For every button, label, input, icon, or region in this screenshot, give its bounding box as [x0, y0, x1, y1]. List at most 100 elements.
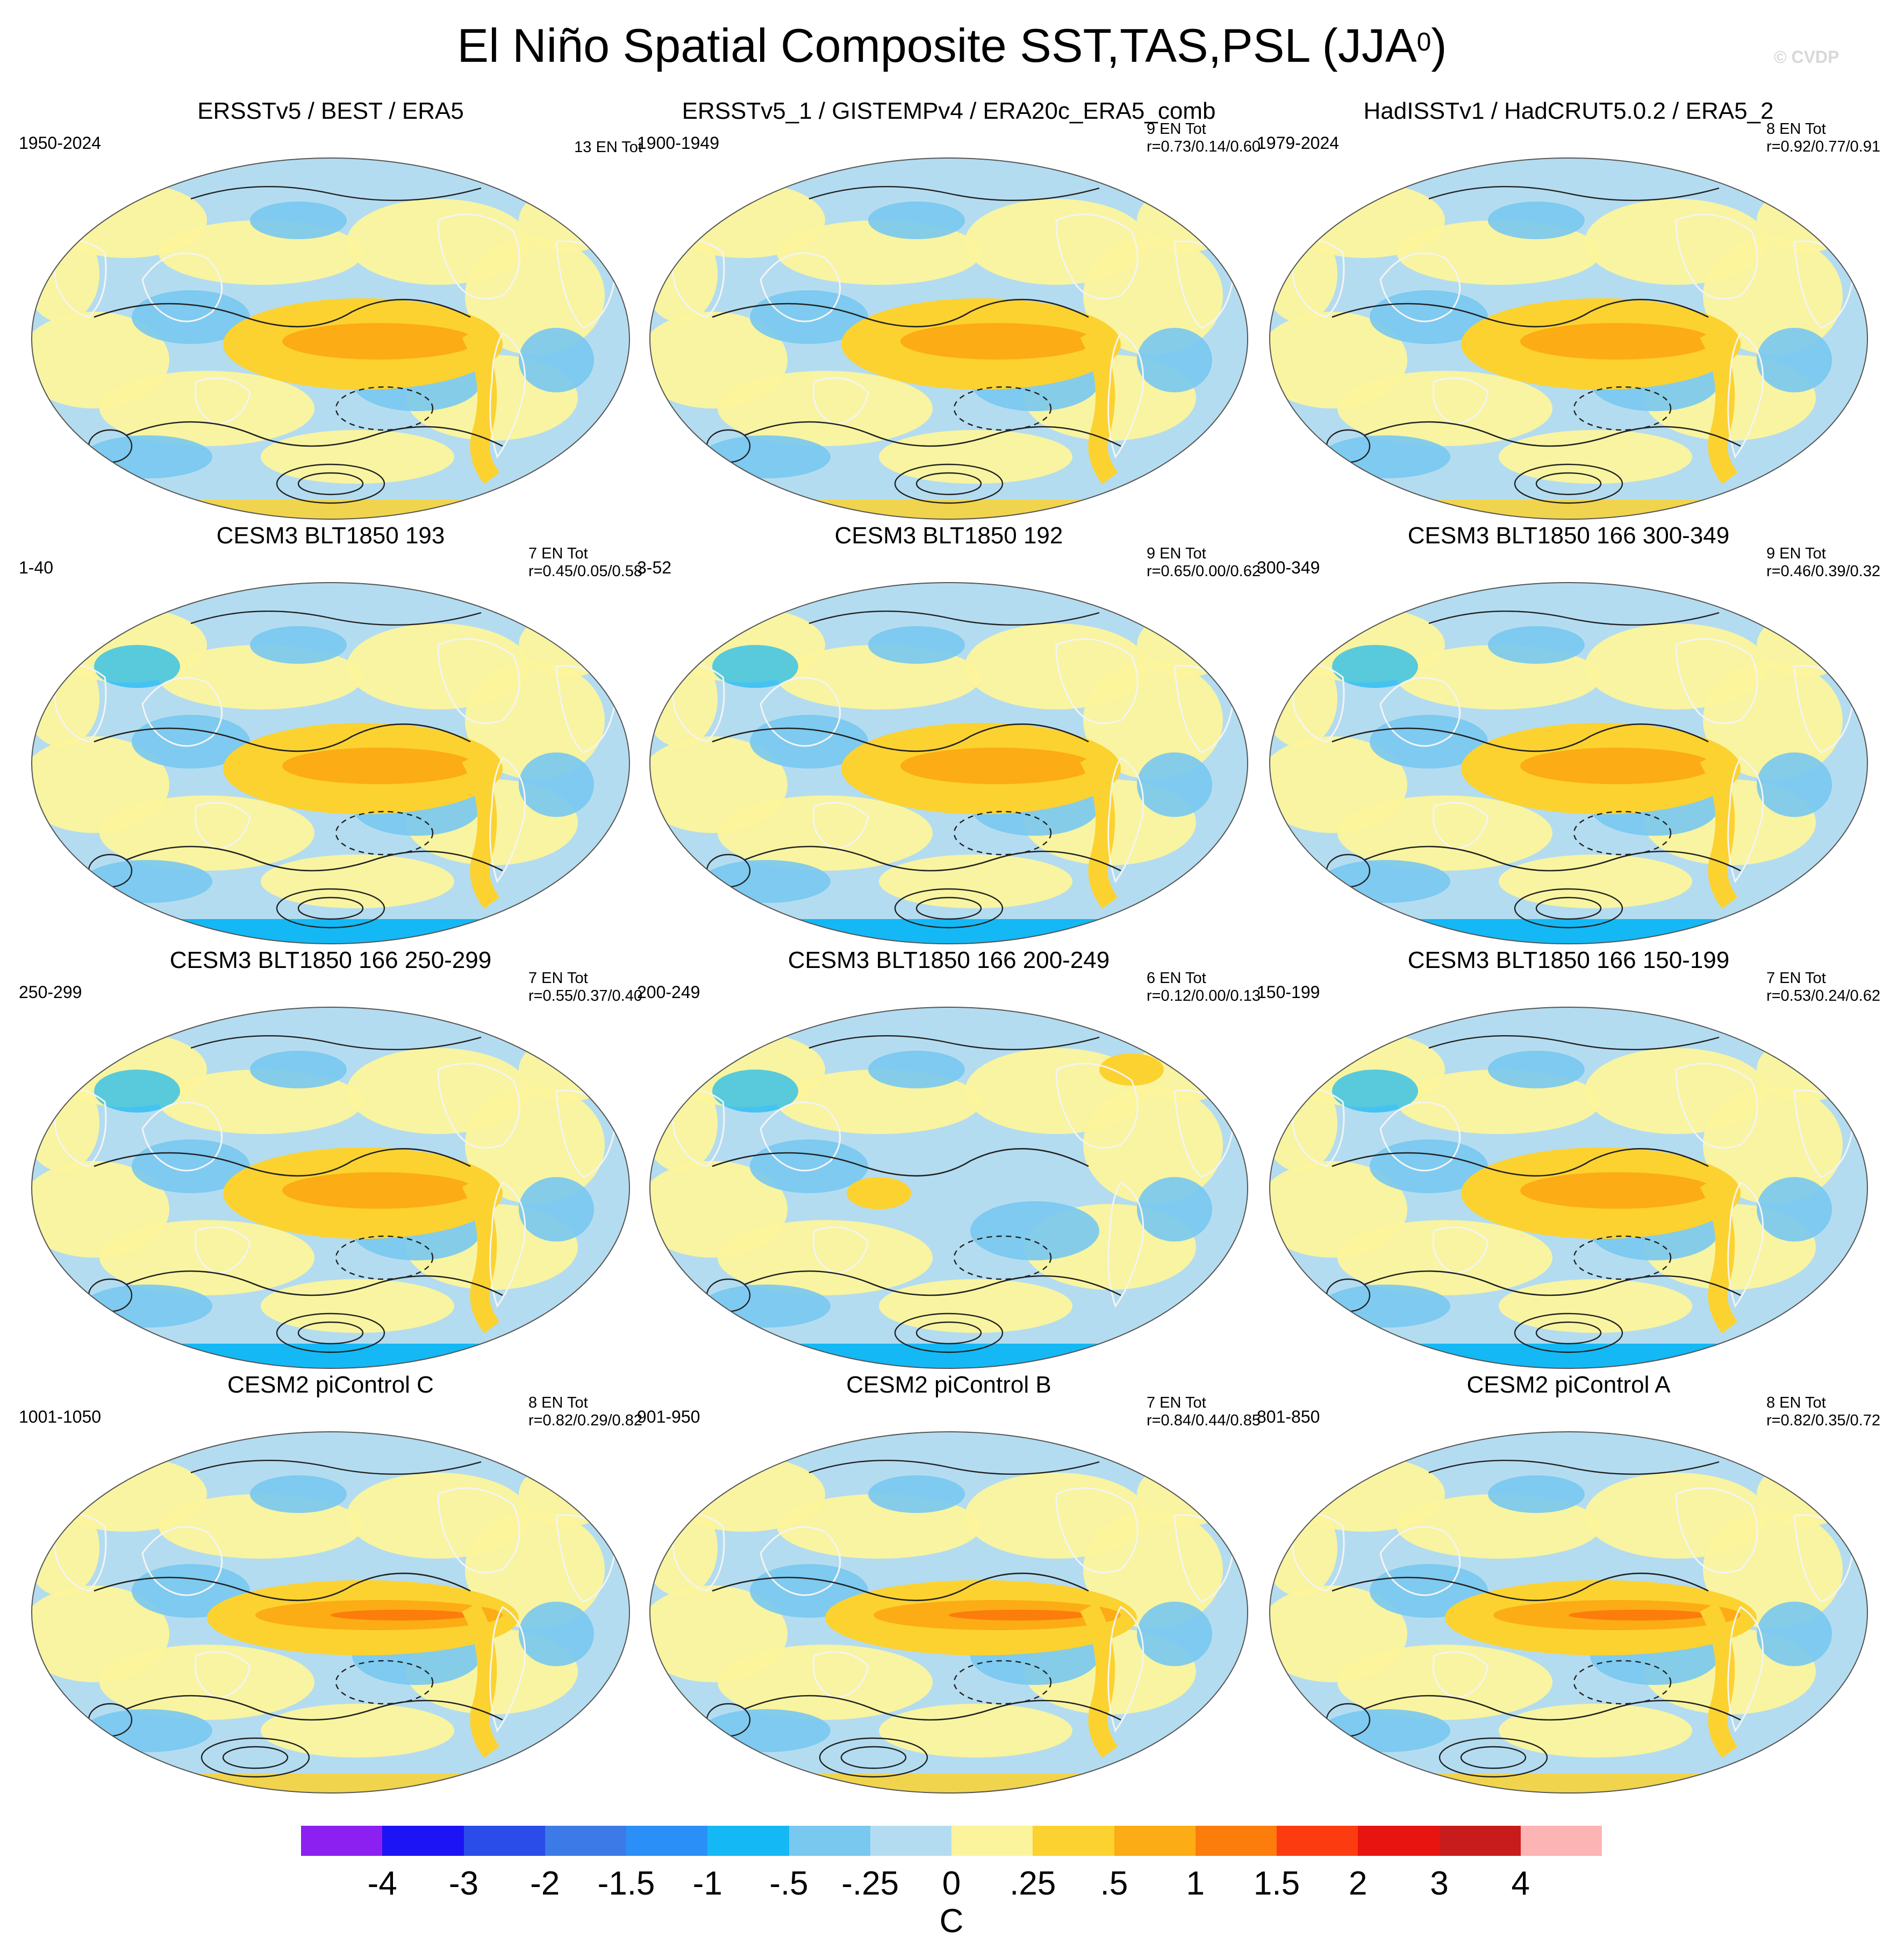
warm-anomaly-patch — [465, 1510, 605, 1629]
pattern-correlation: r=0.82/0.29/0.82 — [528, 1412, 642, 1429]
slp-contour — [1535, 1321, 1602, 1345]
cool-anomaly-patch — [1757, 328, 1832, 392]
coastline — [1379, 1101, 1461, 1172]
map-panel: ERSSTv5_1 / GISTEMPv4 / ERA20c_ERA5_comb… — [632, 97, 1266, 521]
warm-anomaly-patch — [1337, 795, 1552, 871]
colorbar — [301, 1826, 1602, 1856]
panel-title: CESM2 piControl B — [846, 1372, 1051, 1398]
coastline — [437, 213, 520, 300]
slp-contour — [190, 185, 482, 202]
cool-anomaly-patch — [519, 752, 594, 817]
slp-contour — [126, 421, 503, 447]
cool-anomaly-patch — [1321, 435, 1450, 478]
warm-anomaly-patch — [879, 1279, 1072, 1333]
slp-contour — [840, 1746, 907, 1769]
coastline — [437, 1487, 520, 1574]
cool-anomaly-patch — [702, 435, 831, 478]
warm-anomaly-patch — [1703, 1510, 1843, 1629]
slp-contour — [1428, 610, 1720, 626]
composite-map — [1268, 1005, 1870, 1371]
warm-anomaly-patch — [1337, 371, 1552, 446]
slp-contour — [808, 1459, 1100, 1475]
coastline — [489, 332, 526, 459]
panel-title: ERSSTv5_1 / GISTEMPv4 / ERA20c_ERA5_comb — [682, 98, 1216, 124]
composite-map — [1268, 156, 1870, 521]
slp-contour — [190, 1035, 482, 1051]
map-panel: HadISSTv1 / HadCRUT5.0.2 / ERA5_2 1979-20… — [1251, 97, 1886, 521]
slp-contour — [712, 1148, 1089, 1177]
coastline — [194, 1226, 251, 1275]
cool-anomaly-patch — [1488, 1475, 1585, 1513]
polar-warm-band — [32, 1774, 629, 1793]
slp-contour-negative — [335, 386, 434, 431]
cool-anomaly-patch — [1321, 1709, 1450, 1752]
map-panel: ERSSTv5 / BEST / ERA5 1950-2024 13 EN Tot — [13, 97, 648, 521]
slp-contour — [1364, 1270, 1741, 1296]
slp-contour — [744, 1695, 1121, 1721]
cool-anomaly-patch — [702, 1285, 831, 1328]
slp-contour — [222, 1746, 289, 1769]
slp-contour-negative — [1573, 1235, 1672, 1280]
warm-anomaly-patch — [1499, 855, 1692, 908]
composite-map — [648, 1005, 1250, 1371]
coastal-warm-band — [462, 328, 500, 484]
polar-cool-band — [32, 1344, 629, 1368]
composite-map — [30, 1430, 632, 1795]
colorbar-swatch — [1195, 1826, 1277, 1856]
slp-contour — [712, 1573, 1089, 1602]
warm-anomaly-patch — [1703, 661, 1843, 779]
map-panel: CESM3 BLT1850 192 3-52 9 EN Tot r=0.65/0.00… — [632, 521, 1266, 946]
slp-contour — [94, 723, 471, 752]
panel-period: 3-52 — [637, 558, 672, 577]
colorbar-tick-label: 0 — [942, 1865, 961, 1902]
slp-contour — [1428, 1459, 1720, 1475]
panel-period: 1001-1050 — [19, 1407, 102, 1426]
el-nino-count: 6 EN Tot — [1146, 970, 1206, 987]
slp-contour — [744, 1270, 1121, 1296]
colorbar-tick-label: .5 — [1100, 1865, 1128, 1902]
coastline — [141, 1526, 223, 1596]
warm-anomaly-patch — [1703, 236, 1843, 355]
cool-anomaly-patch — [1757, 1177, 1832, 1242]
cool-anomaly-patch — [702, 860, 831, 903]
coastline — [1379, 1526, 1461, 1596]
polar-warm-band — [1270, 1774, 1867, 1793]
panel-title: CESM3 BLT1850 166 150-199 — [1407, 947, 1730, 973]
colorbar-swatch — [870, 1826, 951, 1856]
slp-contour-negative — [953, 1660, 1052, 1705]
pattern-correlation: r=0.55/0.37/0.40 — [528, 987, 642, 1005]
panel-stats: 9 EN Tot r=0.65/0.00/0.62 — [1147, 545, 1261, 580]
pattern-correlation: r=0.45/0.05/0.58 — [528, 563, 642, 580]
cool-anomaly-patch — [1488, 202, 1585, 239]
cool-anomaly-patch — [519, 1177, 594, 1242]
coastline — [1055, 213, 1139, 300]
pattern-correlation: r=0.84/0.44/0.85 — [1146, 1412, 1261, 1429]
warm-anomaly-patch — [1137, 188, 1234, 253]
pattern-correlation: r=0.65/0.00/0.62 — [1146, 563, 1261, 580]
map-svg — [31, 1007, 630, 1369]
map-svg — [1269, 582, 1868, 944]
coastline — [812, 1226, 869, 1275]
colorbar-swatch — [1033, 1826, 1114, 1856]
cool-anomaly-patch — [1332, 1070, 1418, 1113]
enso-tongue-core — [900, 323, 1094, 360]
panel-period: 1950-2024 — [19, 133, 102, 153]
warm-anomaly-patch — [879, 855, 1072, 908]
composite-map — [30, 580, 632, 946]
slp-contour — [297, 472, 364, 496]
colorbar-swatch — [382, 1826, 464, 1856]
coastline — [1107, 1605, 1144, 1733]
coastline — [1432, 1226, 1489, 1275]
enso-tongue-core — [900, 748, 1094, 784]
map-border — [31, 582, 630, 944]
warm-anomaly-patch — [1499, 1704, 1692, 1758]
cool-anomaly-patch — [868, 626, 965, 664]
page-title-close: ) — [1431, 19, 1447, 72]
coastline — [1727, 332, 1764, 459]
coastal-warm-band — [462, 1602, 500, 1758]
el-nino-count: 9 EN Tot — [1146, 120, 1206, 138]
slp-contour — [1535, 472, 1602, 496]
coastline — [1055, 1487, 1139, 1574]
coastal-warm-band — [1700, 753, 1738, 909]
enso-tongue-core — [1520, 748, 1714, 784]
